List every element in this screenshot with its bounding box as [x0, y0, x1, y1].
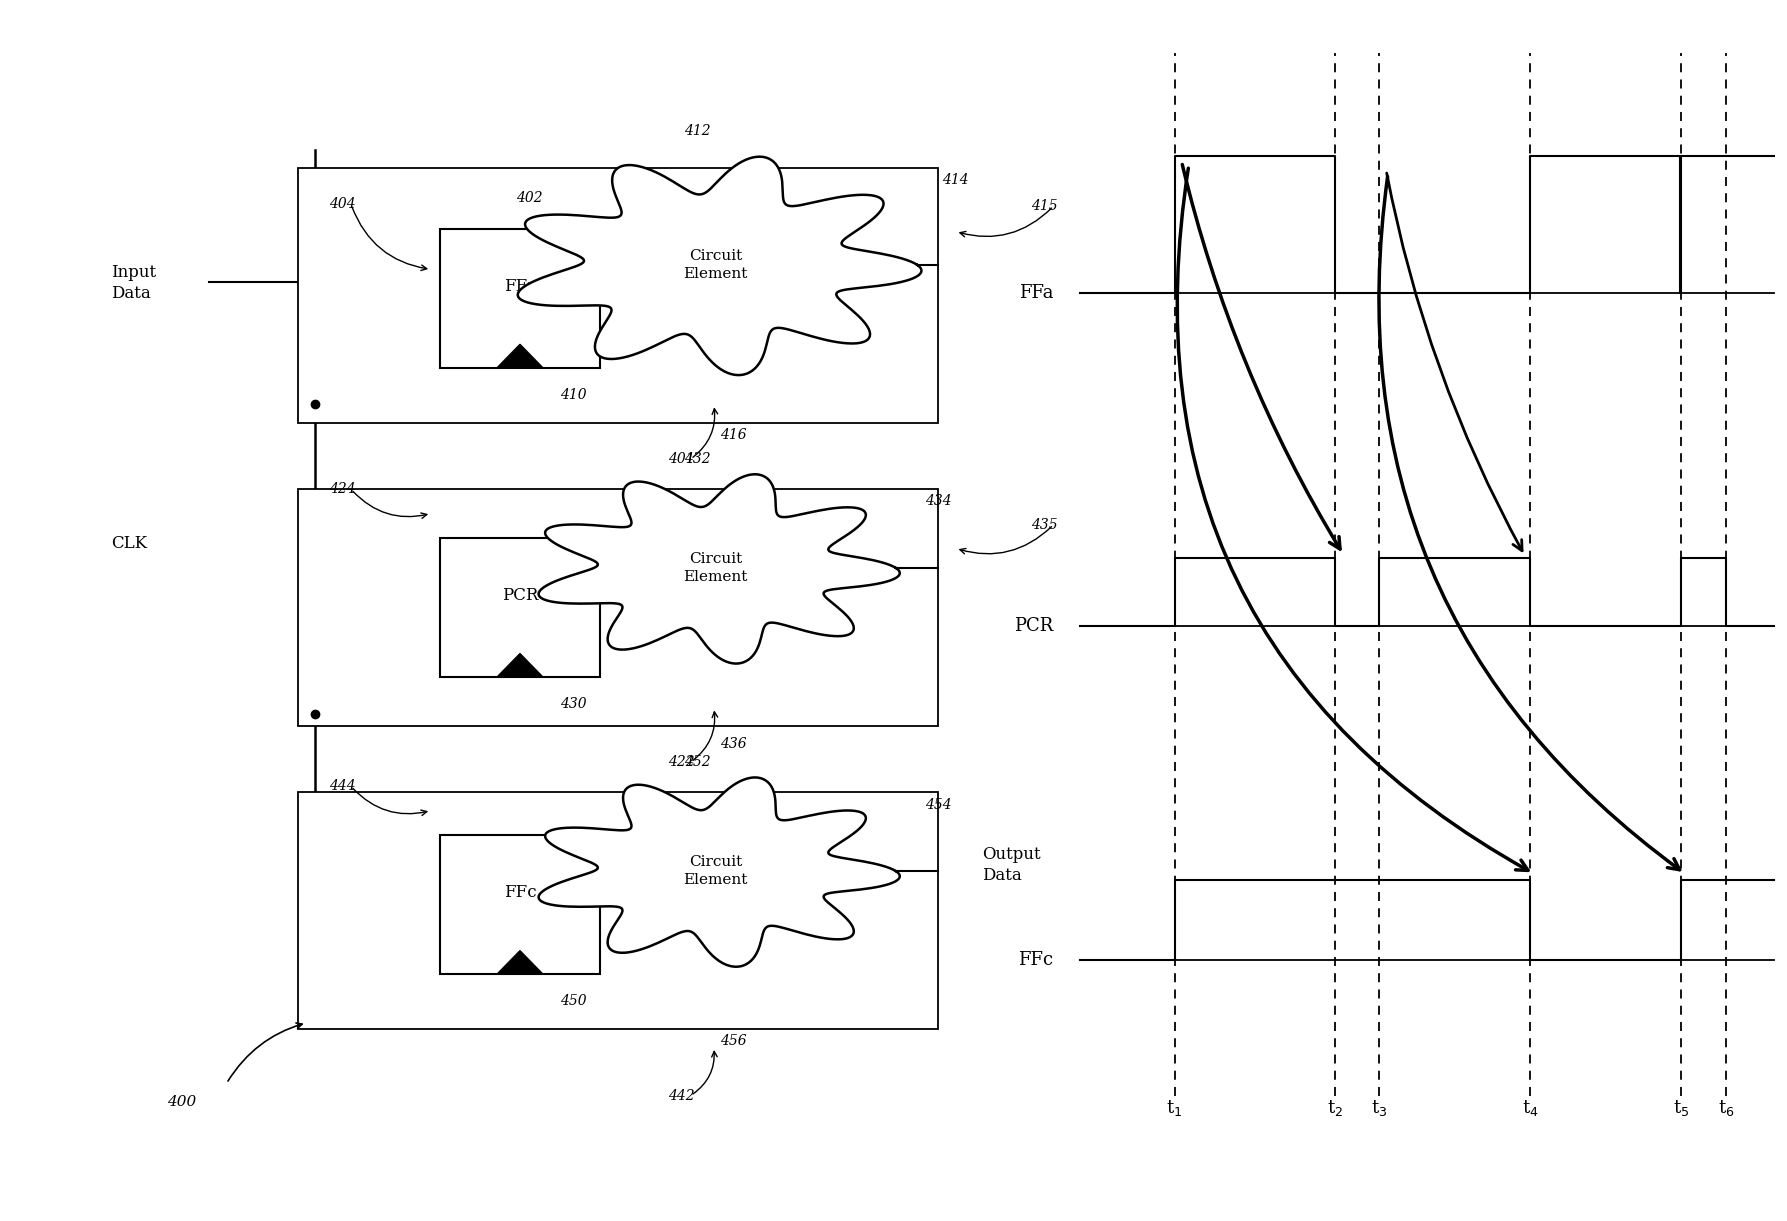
Text: 414: 414 [942, 173, 969, 187]
Text: t$_3$: t$_3$ [1371, 1098, 1387, 1117]
Text: 435: 435 [1031, 518, 1058, 531]
Polygon shape [518, 156, 922, 375]
Text: 426: 426 [631, 563, 658, 576]
Text: 416: 416 [720, 427, 747, 442]
Text: 454: 454 [924, 797, 951, 812]
Polygon shape [497, 344, 543, 368]
Text: 434: 434 [924, 495, 951, 508]
Text: CLK: CLK [111, 535, 147, 552]
Text: 430: 430 [559, 697, 586, 711]
Bar [298, 792, 938, 1029]
Text: t$_1$: t$_1$ [1167, 1098, 1183, 1117]
Text: 452: 452 [684, 755, 711, 769]
Text: 406: 406 [640, 254, 667, 267]
Text: t$_2$: t$_2$ [1326, 1098, 1342, 1117]
Text: PCR: PCR [1015, 618, 1054, 635]
Text: 444: 444 [329, 779, 356, 794]
Polygon shape [497, 653, 543, 678]
Text: 456: 456 [720, 1034, 747, 1048]
Bar [440, 537, 600, 678]
Text: t$_5$: t$_5$ [1673, 1098, 1691, 1117]
Text: 401: 401 [668, 452, 695, 466]
Polygon shape [497, 951, 543, 974]
Text: 450: 450 [559, 994, 586, 1009]
Text: 448: 448 [649, 899, 675, 912]
Text: 422: 422 [668, 755, 695, 769]
Text: 404: 404 [329, 198, 356, 211]
Text: Circuit
Element: Circuit Element [683, 552, 747, 585]
Text: Output
Data: Output Data [983, 846, 1042, 884]
Text: Circuit
Element: Circuit Element [683, 249, 747, 281]
Text: t$_4$: t$_4$ [1523, 1098, 1539, 1117]
Text: 402: 402 [516, 192, 541, 205]
Bar [298, 167, 938, 422]
Text: 412: 412 [684, 125, 711, 138]
Text: FFa: FFa [504, 277, 536, 294]
Text: Circuit
Element: Circuit Element [683, 855, 747, 888]
Text: 410: 410 [559, 387, 586, 402]
Text: 424: 424 [329, 482, 356, 496]
Polygon shape [538, 778, 901, 967]
Text: 432: 432 [684, 452, 711, 466]
Bar [440, 228, 600, 368]
Text: 415: 415 [1031, 199, 1058, 214]
Bar [440, 835, 600, 974]
Text: t$_6$: t$_6$ [1717, 1098, 1733, 1117]
Text: 442: 442 [668, 1089, 695, 1103]
Text: 436: 436 [720, 737, 747, 751]
Text: FFc: FFc [1019, 951, 1054, 968]
Bar [298, 490, 938, 725]
Text: 400: 400 [168, 1095, 197, 1109]
Text: PCR: PCR [502, 587, 538, 604]
Text: 446: 446 [631, 860, 658, 874]
Text: 428: 428 [649, 602, 675, 615]
Text: FFc: FFc [504, 884, 536, 901]
Text: Input
Data: Input Data [111, 264, 155, 302]
Text: FFa: FFa [1019, 283, 1054, 302]
Polygon shape [538, 474, 901, 663]
